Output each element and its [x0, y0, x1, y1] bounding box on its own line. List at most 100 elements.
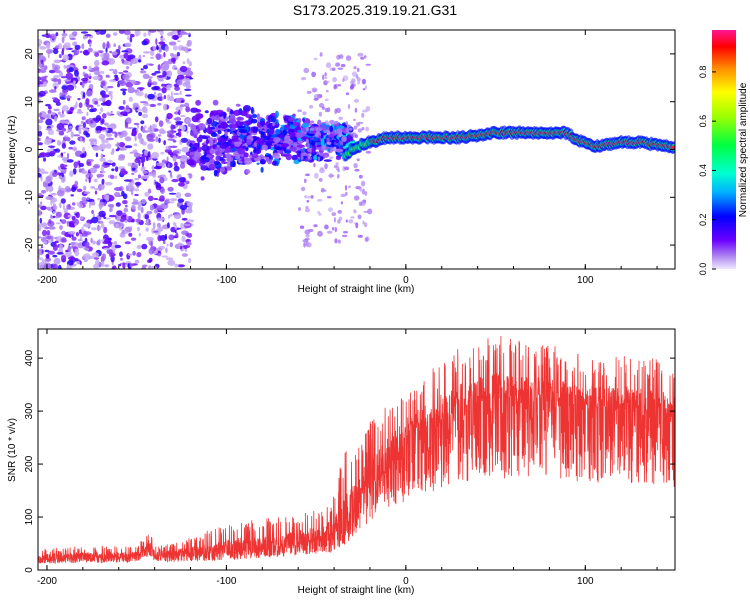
- heatmap-cluster-blob: [252, 126, 258, 134]
- heatmap-sparse-blob: [350, 216, 355, 219]
- heatmap-cluster-blob: [230, 127, 237, 132]
- heatmap-noise-blob: [129, 61, 133, 66]
- heatmap-sparse-blob: [317, 211, 321, 214]
- heatmap-sparse-blob: [324, 163, 328, 170]
- heatmap-noise-blob: [98, 239, 101, 243]
- heatmap-noise-blob: [60, 219, 67, 225]
- heatmap-noise-blob: [144, 214, 150, 220]
- heatmap-noise-blob: [166, 112, 173, 120]
- heatmap-cluster-blob: [235, 103, 241, 107]
- heatmap-noise-blob: [184, 201, 189, 203]
- heatmap-noise-blob: [79, 50, 83, 54]
- heatmap-cluster-blob: [215, 155, 220, 162]
- heatmap-cluster-blob: [189, 146, 198, 152]
- colorbar-tick-label: 0.2: [698, 213, 708, 226]
- heatmap-noise-blob: [76, 261, 80, 265]
- heatmap-noise-blob: [85, 178, 88, 182]
- heatmap-sparse-blob: [309, 104, 314, 109]
- heatmap-noise-blob: [62, 54, 69, 62]
- heatmap-noise-blob: [157, 235, 162, 242]
- heatmap-cluster-blob: [311, 147, 316, 154]
- heatmap-noise-blob: [154, 208, 157, 214]
- heatmap-noise-blob: [111, 265, 117, 269]
- heatmap-noise-blob: [131, 167, 136, 171]
- heatmap-cluster-blob: [261, 144, 268, 151]
- heatmap-noise-blob: [45, 257, 51, 262]
- heatmap-noise-blob: [170, 91, 173, 98]
- y-tick-label: 10: [24, 96, 35, 108]
- heatmap-noise-blob: [118, 105, 125, 110]
- heatmap-cluster-blob: [217, 129, 222, 135]
- heatmap-noise-blob: [76, 202, 79, 207]
- heatmap-noise-blob: [147, 151, 151, 158]
- heatmap-noise-blob: [138, 159, 141, 167]
- heatmap-noise-blob: [127, 253, 133, 256]
- spectrogram-x-label: Height of straight line (km): [298, 284, 415, 295]
- heatmap-noise-blob: [162, 70, 167, 77]
- heatmap-noise-blob: [91, 227, 98, 231]
- heatmap-noise-blob: [167, 151, 173, 156]
- heatmap-noise-blob: [54, 216, 59, 219]
- heatmap-noise-blob: [158, 120, 164, 127]
- heatmap-sparse-blob: [354, 107, 358, 113]
- heatmap-noise-blob: [157, 210, 163, 213]
- heatmap-noise-blob: [130, 188, 134, 196]
- heatmap-cluster-blob: [293, 121, 299, 127]
- heatmap-sparse-blob: [317, 230, 323, 237]
- heatmap-noise-blob: [74, 180, 79, 187]
- heatmap-noise-blob: [66, 152, 70, 159]
- heatmap-sparse-blob: [353, 209, 357, 214]
- heatmap-cluster-blob: [205, 138, 209, 145]
- heatmap-noise-blob: [43, 262, 52, 269]
- heatmap-noise-blob: [48, 69, 56, 74]
- heatmap-noise-blob: [167, 138, 175, 141]
- heatmap-sparse-blob: [353, 163, 358, 169]
- heatmap-noise-blob: [155, 136, 159, 143]
- heatmap-noise-blob: [61, 85, 68, 90]
- heatmap-noise-blob: [45, 196, 54, 200]
- heatmap-noise-blob: [120, 168, 127, 175]
- heatmap-noise-blob: [49, 35, 52, 39]
- heatmap-noise-blob: [148, 171, 156, 175]
- heatmap-sparse-blob: [353, 66, 357, 70]
- heatmap-sparse-blob: [324, 189, 327, 192]
- heatmap-sparse-blob: [326, 125, 329, 131]
- heatmap-noise-blob: [70, 241, 79, 247]
- heatmap-cluster-blob: [313, 155, 318, 161]
- y-tick-label: 400: [24, 349, 35, 366]
- heatmap-noise-blob: [181, 235, 186, 243]
- heatmap-cluster-blob: [251, 113, 258, 119]
- heatmap-noise-blob: [116, 210, 123, 216]
- heatmap-sparse-blob: [340, 63, 346, 68]
- heatmap-noise-blob: [172, 34, 179, 41]
- heatmap-noise-blob: [114, 166, 119, 172]
- heatmap-noise-blob: [161, 159, 167, 164]
- heatmap-noise-blob: [184, 102, 190, 108]
- heatmap-noise-blob: [80, 216, 84, 220]
- heatmap-noise-blob: [123, 207, 129, 213]
- heatmap-noise-blob: [109, 252, 115, 258]
- heatmap-noise-blob: [145, 227, 149, 232]
- heatmap-cluster-blob: [317, 119, 322, 127]
- heatmap-noise-blob: [111, 168, 115, 172]
- heatmap-noise-blob: [94, 52, 100, 57]
- heatmap-noise-blob: [128, 96, 133, 102]
- heatmap-sparse-blob: [329, 172, 333, 179]
- heatmap-cluster-blob: [334, 148, 343, 153]
- heatmap-sparse-blob: [362, 220, 365, 225]
- heatmap-noise-blob: [59, 202, 62, 209]
- heatmap-noise-blob: [148, 78, 152, 84]
- heatmap-noise-blob: [106, 41, 110, 49]
- heatmap-noise-blob: [38, 167, 41, 173]
- heatmap-sparse-blob: [356, 77, 361, 82]
- heatmap-noise-blob: [186, 130, 189, 134]
- heatmap-noise-blob: [118, 30, 125, 34]
- heatmap-noise-blob: [60, 164, 68, 168]
- heatmap-noise-blob: [128, 266, 132, 269]
- heatmap-noise-blob: [149, 49, 155, 56]
- heatmap-noise-blob: [137, 212, 141, 220]
- heatmap-noise-blob: [156, 162, 164, 167]
- heatmap-noise-blob: [80, 120, 84, 125]
- heatmap-noise-blob: [180, 100, 185, 103]
- heatmap-noise-blob: [181, 146, 189, 153]
